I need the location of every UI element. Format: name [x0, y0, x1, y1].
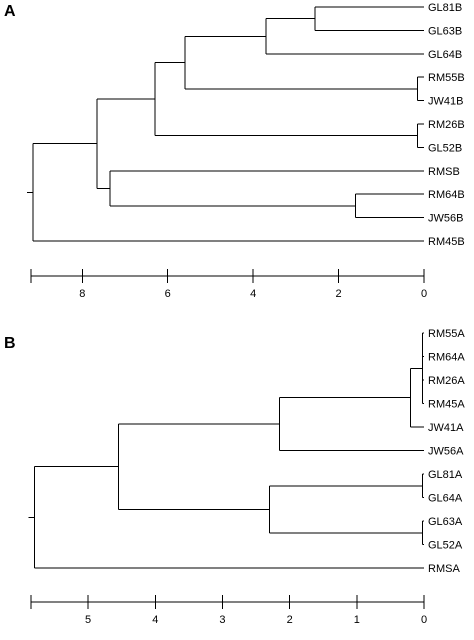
leaf-label: GL63A — [428, 516, 463, 528]
axis-tick-label: 2 — [336, 288, 342, 300]
leaf-label: RM55A — [428, 328, 465, 340]
dendrogram-panel-a: A GL81B GL63B GL64B RM55B JW41B RM26B GL52B RMS… — [4, 2, 465, 300]
axis-tick-label: 4 — [152, 614, 158, 626]
leaf-label: JW56A — [428, 446, 464, 458]
leaf-label: GL52A — [428, 540, 463, 552]
leaf-label: GL64B — [428, 49, 462, 61]
tree-branches-b — [28, 332, 424, 569]
axis-tick-label: 2 — [287, 614, 293, 626]
leaf-label: RM26A — [428, 375, 465, 387]
leaf-label: RM45B — [428, 236, 465, 248]
axis-tick-label: 6 — [165, 288, 171, 300]
axis-tick-label: 5 — [85, 614, 91, 626]
leaf-labels-a: GL81B GL63B GL64B RM55B JW41B RM26B GL52B RMSB R… — [428, 2, 465, 248]
distance-axis-b: 5 4 3 2 1 0 — [30, 595, 427, 626]
leaf-labels-b: RM55A RM64A RM26A RM45A JW41A JW56A GL81A GL64A… — [428, 328, 465, 575]
axis-tick-label: 0 — [421, 288, 427, 300]
leaf-label: JW56B — [428, 213, 463, 225]
leaf-label: RM45A — [428, 399, 465, 411]
panel-label-b: B — [4, 335, 16, 352]
panel-label-a: A — [4, 3, 16, 20]
leaf-label: RMSB — [428, 166, 460, 178]
axis-tick-label: 4 — [250, 288, 256, 300]
leaf-label: RM26B — [428, 119, 465, 131]
leaf-label: GL63B — [428, 25, 462, 37]
leaf-label: JW41B — [428, 96, 463, 108]
leaf-label: RM64A — [428, 352, 465, 364]
tree-branches-a — [27, 6, 424, 242]
axis-tick-label: 1 — [354, 614, 360, 626]
leaf-label: RM64B — [428, 189, 465, 201]
axis-tick-label: 3 — [219, 614, 225, 626]
axis-tick-label: 0 — [421, 614, 427, 626]
leaf-label: GL81A — [428, 469, 463, 481]
leaf-label: JW41A — [428, 422, 464, 434]
dendrogram-panel-b: B RM55A RM64A RM26A RM45A JW41A JW56A GL81A GL6… — [4, 328, 465, 626]
leaf-label: GL81B — [428, 2, 462, 14]
leaf-label: GL64A — [428, 493, 463, 505]
leaf-label: RMSA — [428, 563, 460, 575]
axis-tick-label: 8 — [79, 288, 85, 300]
leaf-label: GL52B — [428, 142, 462, 154]
leaf-label: RM55B — [428, 72, 465, 84]
distance-axis-a: 8 6 4 2 0 — [30, 269, 427, 300]
